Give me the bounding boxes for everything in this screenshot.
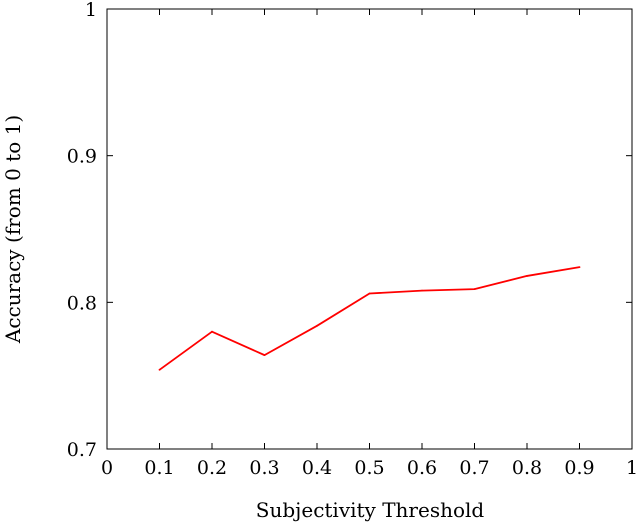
tick-marks <box>106 8 633 450</box>
y-tick-label: 0.7 <box>67 439 97 461</box>
data-point <box>578 266 581 269</box>
x-tick-labels: 0 0.1 0.2 0.3 0.4 0.5 0.6 0.7 0.8 0.9 1 <box>101 457 638 479</box>
x-tick-label: 1 <box>626 457 638 479</box>
series-group <box>158 266 581 371</box>
data-point <box>211 330 213 333</box>
x-tick-label: 0.2 <box>197 457 227 479</box>
plot-frame <box>106 8 633 450</box>
x-tick-label: 0.8 <box>512 457 542 479</box>
x-tick-label: 0.6 <box>407 457 437 479</box>
data-point <box>526 275 528 277</box>
y-axis-title: Accuracy (from 0 to 1) <box>1 115 25 344</box>
x-tick-label: 0.4 <box>302 457 332 479</box>
data-point <box>368 292 371 295</box>
data-point <box>263 354 266 357</box>
series-line-0 <box>158 266 580 371</box>
y-tick-label: 0.8 <box>67 292 97 314</box>
y-tick-labels: 0.7 0.8 0.9 1 <box>67 0 97 461</box>
x-tick-label: 0.3 <box>249 457 279 479</box>
data-point <box>473 288 476 291</box>
data-point <box>316 324 318 327</box>
x-tick-label: 0 <box>101 457 113 479</box>
x-tick-label: 0.7 <box>459 457 489 479</box>
y-tick-label: 0.9 <box>67 146 97 168</box>
y-tick-label: 1 <box>85 0 97 21</box>
data-point <box>158 368 161 371</box>
x-tick-label: 0.9 <box>564 457 594 479</box>
data-point <box>421 289 423 292</box>
x-tick-label: 0.5 <box>354 457 384 479</box>
x-axis-title: Subjectivity Threshold <box>256 498 485 522</box>
x-tick-label: 0.1 <box>144 457 174 479</box>
